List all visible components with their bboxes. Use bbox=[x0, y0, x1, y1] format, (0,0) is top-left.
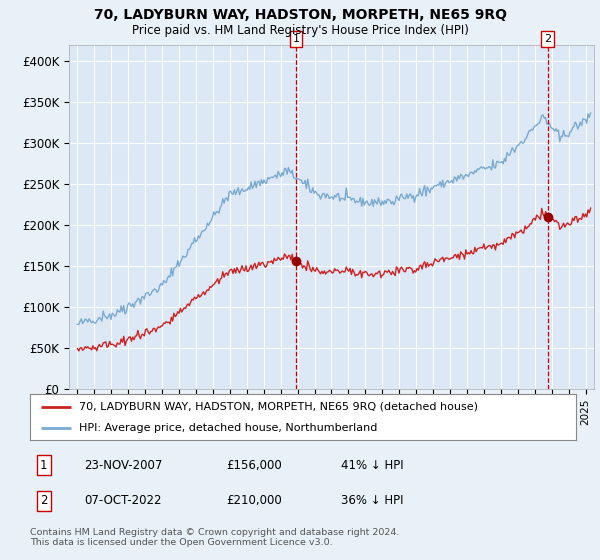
Text: 2: 2 bbox=[544, 34, 551, 44]
Text: 41% ↓ HPI: 41% ↓ HPI bbox=[341, 459, 404, 472]
Text: 1: 1 bbox=[292, 34, 299, 44]
Text: 07-OCT-2022: 07-OCT-2022 bbox=[85, 494, 162, 507]
Text: Price paid vs. HM Land Registry's House Price Index (HPI): Price paid vs. HM Land Registry's House … bbox=[131, 24, 469, 37]
Text: 70, LADYBURN WAY, HADSTON, MORPETH, NE65 9RQ (detached house): 70, LADYBURN WAY, HADSTON, MORPETH, NE65… bbox=[79, 402, 478, 412]
Text: 1: 1 bbox=[40, 459, 47, 472]
Text: 36% ↓ HPI: 36% ↓ HPI bbox=[341, 494, 404, 507]
Text: 70, LADYBURN WAY, HADSTON, MORPETH, NE65 9RQ: 70, LADYBURN WAY, HADSTON, MORPETH, NE65… bbox=[94, 8, 506, 22]
Text: £156,000: £156,000 bbox=[227, 459, 283, 472]
Text: 2: 2 bbox=[40, 494, 47, 507]
Text: 23-NOV-2007: 23-NOV-2007 bbox=[85, 459, 163, 472]
Text: Contains HM Land Registry data © Crown copyright and database right 2024.
This d: Contains HM Land Registry data © Crown c… bbox=[30, 528, 400, 547]
Text: £210,000: £210,000 bbox=[227, 494, 283, 507]
Text: HPI: Average price, detached house, Northumberland: HPI: Average price, detached house, Nort… bbox=[79, 423, 377, 433]
